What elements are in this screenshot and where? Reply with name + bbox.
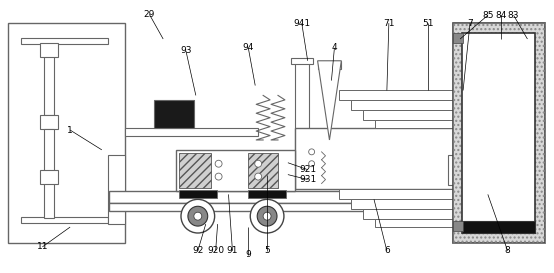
Circle shape [215, 173, 222, 180]
Text: 920: 920 [207, 246, 224, 255]
Bar [295, 128, 468, 189]
Bar [453, 33, 463, 43]
Bar [351, 100, 458, 110]
Bar [109, 203, 463, 211]
Circle shape [257, 206, 277, 226]
Bar [340, 189, 458, 199]
Bar [375, 219, 456, 227]
Text: 921: 921 [299, 165, 316, 174]
Text: 83: 83 [508, 11, 519, 20]
Text: 5: 5 [264, 246, 270, 255]
Circle shape [263, 212, 271, 220]
Text: 9: 9 [245, 250, 251, 259]
Bar [317, 61, 341, 69]
Text: 92: 92 [192, 246, 203, 255]
Bar [179, 191, 217, 198]
Text: 29: 29 [143, 10, 155, 19]
Text: 94: 94 [243, 43, 254, 52]
Bar [179, 153, 211, 188]
Bar [40, 43, 58, 57]
Circle shape [250, 199, 284, 233]
Text: 71: 71 [383, 19, 394, 28]
Text: 93: 93 [180, 46, 192, 55]
Text: 91: 91 [227, 246, 238, 255]
Circle shape [188, 206, 208, 226]
Bar [40, 170, 58, 183]
Text: 4: 4 [332, 43, 337, 52]
Bar [176, 150, 295, 191]
Text: 85: 85 [482, 11, 494, 20]
Bar [453, 23, 545, 243]
Bar [375, 120, 456, 128]
Text: 1: 1 [67, 126, 73, 135]
Text: 941: 941 [293, 19, 310, 28]
Bar [8, 23, 125, 243]
Circle shape [309, 149, 315, 155]
Bar [248, 191, 286, 198]
Bar [295, 61, 309, 150]
Bar [20, 38, 107, 44]
Bar [363, 209, 458, 219]
Text: 931: 931 [299, 175, 316, 184]
Text: 6: 6 [384, 246, 390, 255]
Circle shape [215, 160, 222, 167]
Bar [44, 129, 54, 218]
Bar [125, 128, 258, 136]
Circle shape [194, 212, 202, 220]
Text: 84: 84 [495, 11, 506, 20]
Bar [351, 199, 458, 209]
Text: 8: 8 [505, 246, 510, 255]
Bar [20, 217, 107, 223]
Circle shape [255, 160, 261, 167]
Bar [154, 100, 194, 128]
Bar [462, 33, 535, 233]
Bar [291, 58, 312, 64]
Text: 11: 11 [37, 242, 48, 251]
Circle shape [309, 161, 315, 167]
Bar [462, 221, 535, 233]
Bar [340, 90, 458, 100]
Bar [453, 221, 463, 231]
Bar [453, 23, 545, 243]
Bar [107, 155, 125, 224]
Bar [448, 155, 455, 185]
Polygon shape [317, 61, 341, 140]
Bar [248, 153, 278, 188]
Bar [40, 115, 58, 129]
Text: 51: 51 [423, 19, 434, 28]
Bar [321, 140, 337, 152]
Circle shape [255, 173, 261, 180]
Bar [44, 56, 54, 115]
Bar [363, 110, 458, 120]
Bar [109, 191, 463, 203]
Circle shape [181, 199, 214, 233]
Text: 7: 7 [467, 19, 473, 28]
